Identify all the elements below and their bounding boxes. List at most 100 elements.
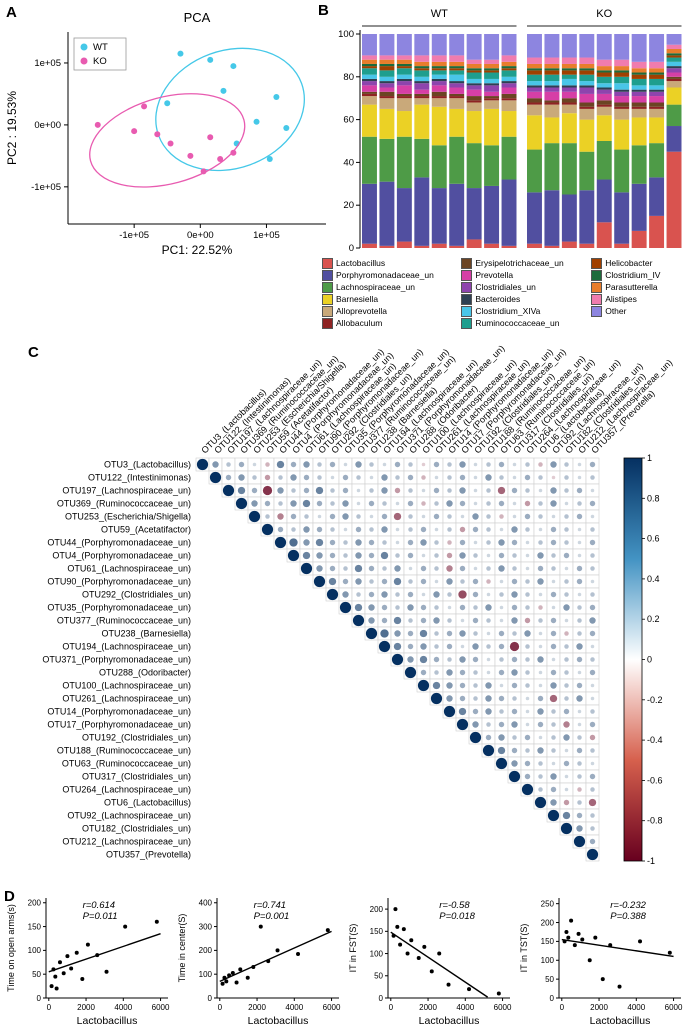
legend-swatch — [591, 258, 603, 269]
svg-text:300: 300 — [199, 922, 213, 931]
legend-swatch — [591, 270, 603, 281]
legend-item: Prevotella — [461, 270, 587, 281]
panel-a-label: A — [6, 4, 17, 21]
legend-swatch — [591, 294, 603, 305]
svg-text:0.6: 0.6 — [647, 534, 660, 544]
svg-text:r=-0.58: r=-0.58 — [439, 900, 470, 911]
svg-text:0.4: 0.4 — [647, 574, 660, 584]
svg-text:0: 0 — [379, 994, 384, 1003]
taxa-legend: Lactobacillus Porphyromonadaceae_un Lachno… — [322, 258, 684, 329]
svg-text:IT in TST(S): IT in TST(S) — [519, 924, 529, 973]
svg-text:100: 100 — [370, 949, 384, 958]
svg-text:100: 100 — [199, 970, 213, 979]
legend-label: Helicobacter — [605, 258, 653, 268]
svg-text:P=0.018: P=0.018 — [439, 911, 475, 922]
svg-text:WT: WT — [93, 42, 108, 53]
pca-ellipse-wt — [155, 47, 305, 172]
svg-text:OTU182_(Clostridiales_un): OTU182_(Clostridiales_un) — [82, 824, 191, 834]
svg-text:KO: KO — [596, 8, 612, 20]
svg-text:OTU90_(Porphyromonadaceae_un): OTU90_(Porphyromonadaceae_un) — [47, 577, 191, 587]
legend-item: Parasutterella — [591, 282, 684, 293]
legend-item: Clostridium_XIVa — [461, 306, 587, 317]
svg-text:200: 200 — [370, 905, 384, 914]
svg-text:2000: 2000 — [248, 1003, 266, 1012]
svg-text:0: 0 — [550, 994, 555, 1003]
correlation-matrix: OTU3_(Lactobacillus) OTU122_(Intestinimon… — [42, 343, 674, 866]
legend-label: Lactobacillus — [336, 258, 386, 268]
svg-text:0: 0 — [208, 994, 213, 1003]
legend-item: Lachnospiraceae_un — [322, 282, 457, 293]
svg-text:50: 50 — [545, 975, 554, 984]
svg-text:4000: 4000 — [456, 1003, 474, 1012]
svg-text:r=0.614: r=0.614 — [83, 900, 116, 911]
legend-item: Alistipes — [591, 294, 684, 305]
svg-text:0.8: 0.8 — [647, 493, 660, 503]
svg-text:OTU377_(Ruminococcaceae_un): OTU377_(Ruminococcaceae_un) — [57, 616, 191, 626]
legend-label: Lachnospiraceae_un — [336, 282, 415, 292]
svg-text:-1e+05: -1e+05 — [119, 230, 149, 241]
svg-text:OTU35_(Porphyromonadaceae_un): OTU35_(Porphyromonadaceae_un) — [47, 603, 191, 613]
svg-text:250: 250 — [541, 899, 555, 908]
svg-text:200: 200 — [541, 918, 555, 927]
svg-text:2000: 2000 — [419, 1003, 437, 1012]
svg-text:4000: 4000 — [114, 1003, 132, 1012]
legend-item: Barnesiella — [322, 294, 457, 305]
svg-text:80: 80 — [343, 72, 354, 83]
pca-legend-box — [73, 37, 127, 71]
svg-text:100: 100 — [541, 956, 555, 965]
svg-text:OTU61_(Lachnospiraceae_un): OTU61_(Lachnospiraceae_un) — [67, 564, 191, 574]
svg-text:OTU100_(Lachnospiraceae_un): OTU100_(Lachnospiraceae_un) — [62, 681, 191, 691]
legend-swatch — [322, 294, 333, 305]
svg-text:Lactobacillus: Lactobacillus — [590, 1015, 651, 1027]
svg-text:0.2: 0.2 — [647, 614, 660, 624]
panel-b-label: B — [318, 2, 329, 19]
legend-label: Erysipelotrichaceae_un — [475, 258, 564, 268]
svg-text:PCA: PCA — [184, 10, 211, 25]
svg-text:150: 150 — [370, 927, 384, 936]
legend-item: Porphyromonadaceae_un — [322, 270, 457, 281]
svg-text:100: 100 — [338, 29, 354, 40]
svg-text:1e+05: 1e+05 — [34, 58, 61, 69]
legend-swatch — [461, 294, 473, 305]
legend-item: Ruminococcaceae_un — [461, 318, 587, 329]
svg-text:-1e+05: -1e+05 — [31, 182, 61, 193]
svg-text:2000: 2000 — [590, 1003, 608, 1012]
legend-swatch — [322, 306, 333, 317]
svg-text:P=0.001: P=0.001 — [254, 911, 290, 922]
legend-label: Clostridium_XIVa — [475, 306, 541, 316]
svg-text:OTU288_(Odoribacter): OTU288_(Odoribacter) — [99, 668, 191, 678]
legend-item: Lactobacillus — [322, 258, 457, 269]
svg-text:OTU122_(Intestinimonas): OTU122_(Intestinimonas) — [88, 473, 191, 483]
legend-label: Clostridiales_un — [475, 282, 536, 292]
svg-text:4000: 4000 — [627, 1003, 645, 1012]
legend-label: Allobaculum — [336, 318, 383, 328]
legend-swatch — [322, 318, 333, 329]
legend-swatch — [461, 306, 473, 317]
svg-text:Time on open arms(s): Time on open arms(s) — [6, 904, 16, 992]
svg-text:-0.8: -0.8 — [647, 816, 663, 826]
svg-text:OTU212_(Lachnospiraceae_un): OTU212_(Lachnospiraceae_un) — [62, 837, 191, 847]
legend-label: Clostridium_IV — [605, 270, 661, 280]
svg-text:6000: 6000 — [494, 1003, 512, 1012]
svg-text:0: 0 — [47, 1003, 52, 1012]
legend-item: Clostridiales_un — [461, 282, 587, 293]
svg-text:WT: WT — [431, 8, 448, 20]
svg-text:0: 0 — [37, 994, 42, 1003]
legend-label: Porphyromonadaceae_un — [336, 270, 434, 280]
legend-item: Helicobacter — [591, 258, 684, 269]
stacked-bar-chart: 0 20 40 60 80 100 WT KO — [338, 8, 682, 254]
legend-item: Alloprevotella — [322, 306, 457, 317]
svg-text:Lactobacillus: Lactobacillus — [419, 1015, 480, 1027]
pca-scatter-plot: -1e+05 0e+00 1e+05 -1e+05 0e+00 1e+05 PCA PC1: … — [5, 10, 326, 257]
svg-text:100: 100 — [28, 946, 42, 955]
legend-label: Prevotella — [475, 270, 514, 280]
svg-text:OTU4_(Porphyromonadaceae_un): OTU4_(Porphyromonadaceae_un) — [52, 551, 191, 561]
svg-text:OTU3_(Lactobacillus): OTU3_(Lactobacillus) — [104, 460, 191, 470]
svg-text:OTU238_(Barnesiella): OTU238_(Barnesiella) — [101, 629, 191, 639]
svg-text:OTU253_(Escherichia/Shigella): OTU253_(Escherichia/Shigella) — [65, 512, 191, 522]
svg-text:OTU188_(Ruminococcaceae_un): OTU188_(Ruminococcaceae_un) — [57, 746, 191, 756]
legend-label: Alistipes — [605, 294, 637, 304]
svg-text:OTU357_(Prevotella): OTU357_(Prevotella) — [106, 850, 191, 860]
svg-text:PC2 : 19.53%: PC2 : 19.53% — [5, 91, 19, 165]
svg-text:OTU194_(Lachnospiraceae_un): OTU194_(Lachnospiraceae_un) — [62, 642, 191, 652]
